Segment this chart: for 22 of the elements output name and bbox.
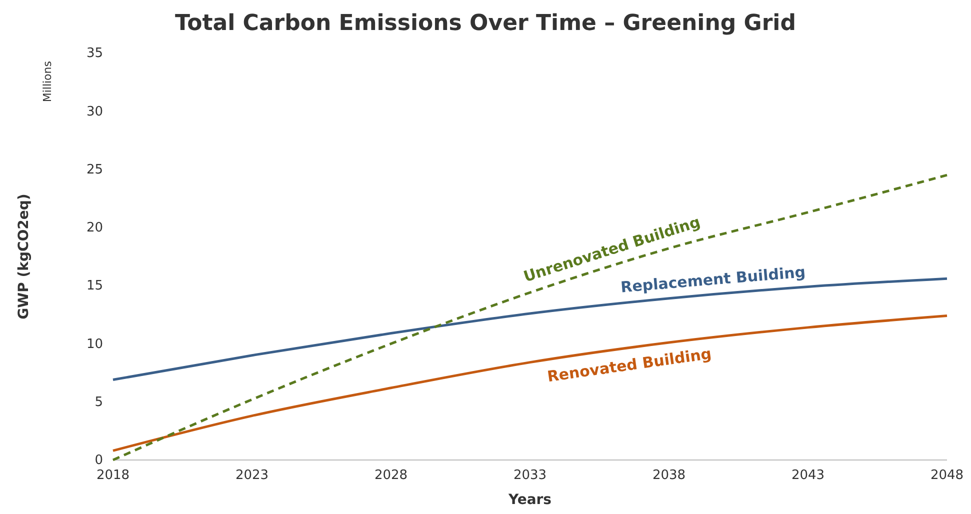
y-tick-label: 0 bbox=[94, 453, 103, 468]
y-tick-label: 10 bbox=[86, 336, 103, 352]
text: Renovated Building bbox=[546, 344, 713, 386]
line-series bbox=[112, 174, 948, 462]
x-tick-label: 2028 bbox=[374, 468, 408, 484]
y-tick-label: 30 bbox=[86, 104, 103, 120]
y-tick-label: 20 bbox=[86, 220, 103, 236]
y-tick-label: 35 bbox=[86, 46, 103, 62]
line-series bbox=[112, 314, 948, 452]
y-tick-label: 5 bbox=[94, 395, 103, 410]
y-tick-label: 15 bbox=[86, 278, 103, 294]
y-tick-label: 25 bbox=[86, 162, 103, 178]
x-tick-label: 2038 bbox=[652, 468, 686, 484]
x-axis-title: Years bbox=[507, 492, 552, 508]
x-tick-label: 2018 bbox=[96, 468, 130, 484]
y-axis-title: GWP (kgCO2eq) bbox=[16, 194, 32, 320]
chart-title: Total Carbon Emissions Over Time – Greening Grid bbox=[175, 11, 796, 36]
x-tick-label: 2043 bbox=[791, 468, 825, 484]
text: Millions bbox=[41, 60, 54, 102]
x-tick-label: 2023 bbox=[235, 468, 269, 484]
x-tick-label: 2033 bbox=[513, 468, 547, 484]
x-tick-label: 2048 bbox=[930, 468, 964, 484]
